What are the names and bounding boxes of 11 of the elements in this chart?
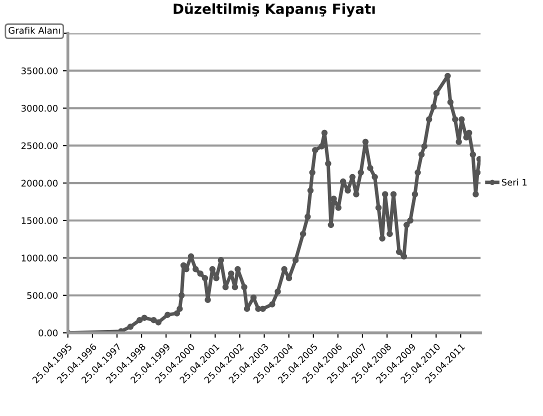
legend-label: Seri 1 xyxy=(502,178,527,186)
y-tick-label: 2500.00 xyxy=(21,142,58,150)
y-tick-label: 2000.00 xyxy=(21,180,58,187)
y-tick-label: 500.00 xyxy=(27,292,58,299)
y-tick-label: 3000.00 xyxy=(22,104,58,112)
y-tick-label: 3500.00 xyxy=(22,67,58,74)
y-tick-label: 1500.00 xyxy=(22,217,58,224)
y-tick-label: 0.00 xyxy=(38,330,58,336)
chart-title: Düzeltilmiş Kapanış Fiyatı xyxy=(174,3,375,17)
text: Grafik Alanı xyxy=(8,26,60,34)
y-tick-label: 1000.00 xyxy=(22,254,58,262)
